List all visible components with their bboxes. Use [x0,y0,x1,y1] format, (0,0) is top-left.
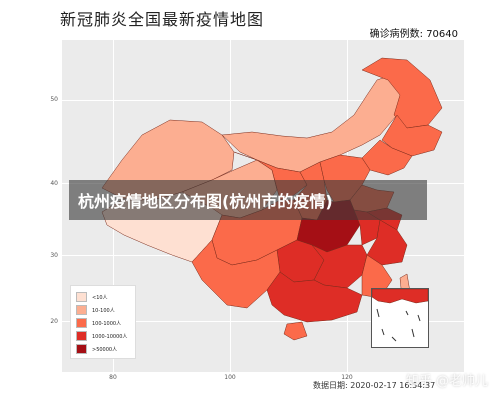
inset-land [371,288,429,304]
map-legend: <10人 10-100人 100-1000人 1000-10000人 >5000… [70,285,136,359]
y-tick-label: 30 [50,252,58,259]
y-tick-label: 50 [50,96,58,103]
legend-label: 100-1000人 [92,320,122,327]
y-tick-label: 40 [50,180,58,187]
inset-islands [376,308,421,342]
legend-item: <10人 [76,291,108,303]
region-hainan [283,321,308,341]
headline-banner [69,180,427,220]
legend-item: 10-100人 [76,304,115,316]
legend-swatch [76,344,87,354]
map-title: 新冠肺炎全国最新疫情地图 [60,10,265,29]
region-jilin [381,114,443,157]
legend-label: <10人 [92,294,108,301]
legend-swatch [76,292,87,302]
x-tick-label: 80 [109,374,117,381]
gridline [62,321,464,322]
legend-item: >50000人 [76,343,117,355]
legend-item: 100-1000人 [76,317,121,329]
south-china-sea-inset [371,288,429,348]
region-guangxi-guangdong [266,271,363,323]
legend-swatch [76,305,87,315]
confirmed-count: 确诊病例数: 70640 [369,29,458,40]
gridline [62,100,464,101]
y-tick-label: 20 [50,318,58,325]
x-tick-label: 100 [224,374,236,381]
legend-swatch [76,318,87,328]
legend-item: 1000-10000人 [76,330,127,342]
legend-label: >50000人 [92,346,118,353]
legend-label: 1000-10000人 [92,333,128,340]
watermark: 知乎 @老帅儿 [405,374,488,389]
x-tick-label: 120 [341,374,353,381]
legend-label: 10-100人 [92,307,115,314]
data-date: 数据日期: 2020-02-17 16:54:37 [313,381,436,390]
headline-text: 杭州疫情地区分布图(杭州市的疫情) [78,192,333,211]
legend-swatch [76,331,87,341]
inset-map [371,288,429,342]
